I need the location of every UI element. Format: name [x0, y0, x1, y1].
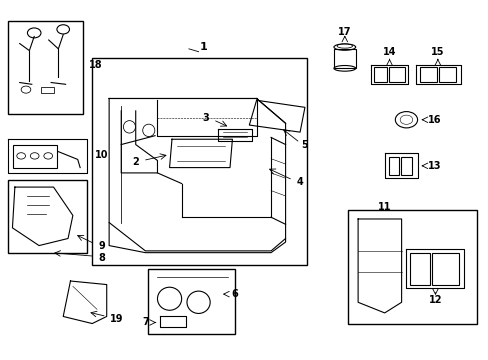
Bar — [8, 21, 82, 114]
Text: 2: 2 — [132, 157, 139, 167]
Text: 17: 17 — [337, 27, 351, 37]
Bar — [431, 253, 458, 285]
Bar — [409, 253, 429, 285]
Bar — [348, 210, 476, 324]
Text: 10: 10 — [95, 150, 108, 160]
Bar — [8, 180, 87, 253]
Text: 9: 9 — [98, 240, 105, 251]
Text: 13: 13 — [427, 161, 440, 171]
Text: 3: 3 — [202, 113, 209, 123]
Text: 16: 16 — [427, 115, 440, 125]
Bar — [388, 67, 404, 82]
Bar — [400, 157, 411, 175]
Bar — [373, 67, 386, 82]
Text: 14: 14 — [382, 47, 395, 57]
Text: 15: 15 — [430, 47, 444, 57]
Text: 1: 1 — [199, 42, 207, 52]
Bar — [13, 145, 57, 168]
Bar — [388, 157, 398, 175]
Text: 19: 19 — [109, 314, 123, 324]
Text: 18: 18 — [89, 60, 102, 70]
Text: 11: 11 — [377, 202, 391, 212]
Text: 5: 5 — [301, 140, 307, 150]
Bar — [438, 67, 455, 82]
Bar — [333, 49, 355, 68]
Text: 4: 4 — [296, 177, 303, 187]
Text: 12: 12 — [428, 295, 441, 305]
Bar — [419, 67, 436, 82]
Bar — [92, 58, 307, 265]
Bar — [147, 269, 234, 334]
Text: 8: 8 — [98, 253, 105, 263]
Text: 7: 7 — [142, 318, 148, 328]
Text: 6: 6 — [231, 289, 238, 299]
Bar — [41, 87, 53, 93]
